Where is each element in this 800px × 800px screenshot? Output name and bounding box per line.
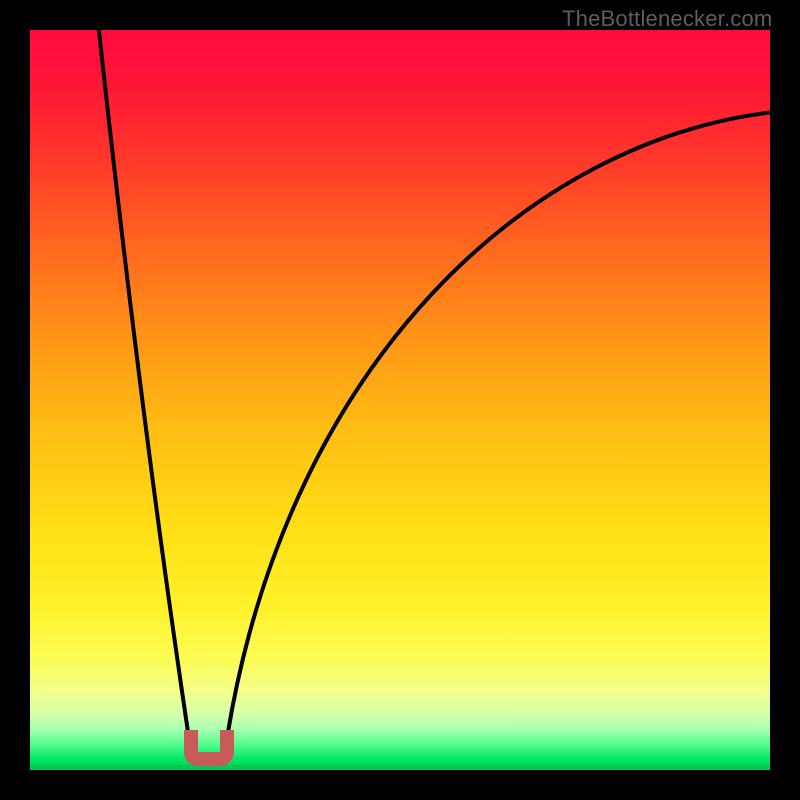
optimal-point-marker [184, 730, 234, 766]
curve-left [98, 30, 188, 732]
bottleneck-curves [30, 30, 770, 770]
watermark-text: TheBottlenecker.com [562, 6, 772, 32]
curve-right [228, 112, 770, 732]
plot-area [30, 30, 770, 770]
